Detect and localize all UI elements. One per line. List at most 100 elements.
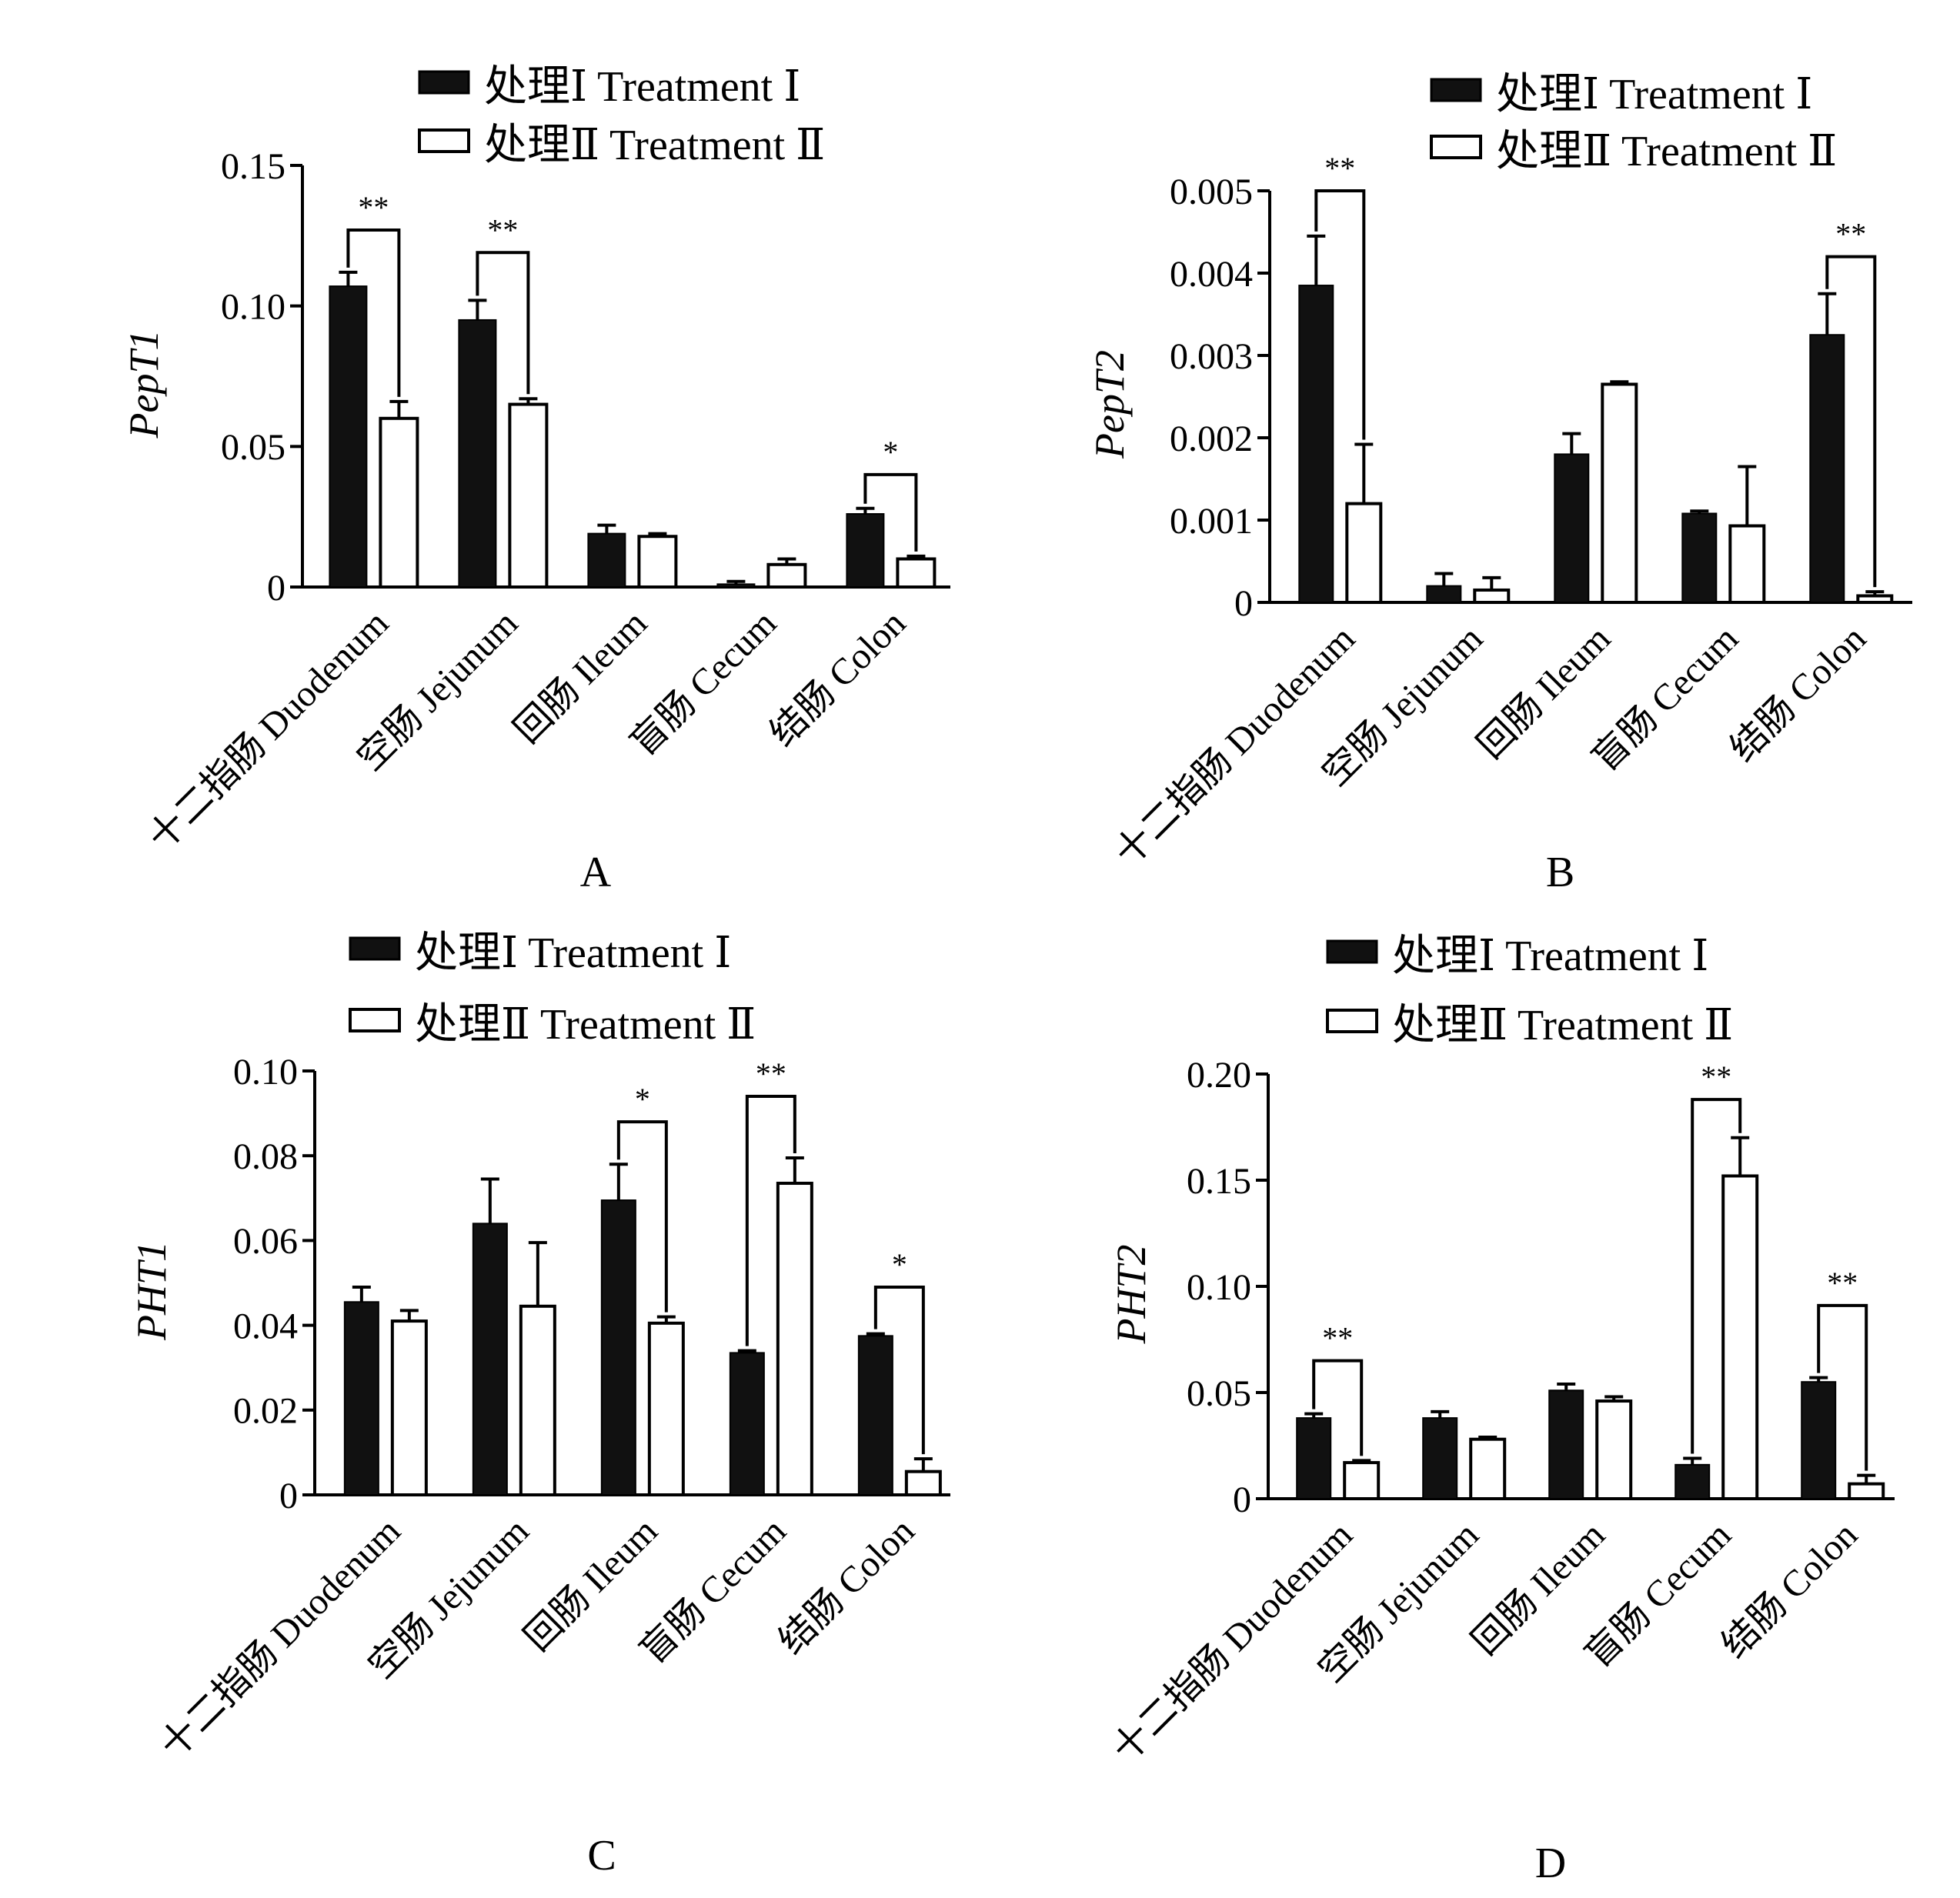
panel-d: 0 0.05 0.10 0.15 0.20 PHT2 处理Ⅰ Treatment Ⅰ 处理Ⅱ … <box>1104 932 1895 1887</box>
y-tick-label: 0.10 <box>233 1052 298 1092</box>
significance-bracket <box>863 472 918 552</box>
legend-swatch-treatment2 <box>1326 1009 1378 1033</box>
bar-treatment1 <box>343 1301 379 1496</box>
significance-bracket <box>616 1120 668 1313</box>
significance-label: * <box>635 1082 650 1116</box>
legend-swatch-treatment1 <box>349 936 401 961</box>
y-tick-label: 0.08 <box>233 1136 298 1177</box>
x-tick-label: 结肠 Colon <box>771 1510 923 1662</box>
bar-treatment2 <box>1595 1399 1633 1501</box>
significance-label: ** <box>756 1056 786 1091</box>
bar-treatment1 <box>1675 1463 1711 1499</box>
y-tick-label: 0 <box>1233 1479 1251 1520</box>
bar-treatment1 <box>1554 453 1590 604</box>
x-tick-label: 十二指肠 Duodenum <box>152 1510 409 1766</box>
bar-treatment2 <box>896 557 937 589</box>
x-tick-label: 十二指肠 Duodenum <box>141 602 397 859</box>
legend-swatch-treatment1 <box>1430 78 1482 102</box>
bar-treatment1 <box>729 1352 765 1496</box>
bar-treatment1 <box>1426 585 1462 603</box>
significance-label: * <box>883 435 898 469</box>
bar-treatment1 <box>458 319 497 588</box>
panel-label: C <box>587 1832 616 1880</box>
bar-treatment2 <box>379 416 419 589</box>
bar-treatment1 <box>846 513 885 588</box>
y-axis-title: PHT2 <box>1108 1244 1154 1344</box>
bar-treatment2 <box>519 1304 556 1497</box>
y-tick-label: 0.10 <box>1187 1267 1251 1308</box>
y-tick-label: 0.05 <box>221 427 285 468</box>
bar-treatment2 <box>1856 594 1894 605</box>
bar-treatment1 <box>600 1199 636 1496</box>
y-tick-label: 0.003 <box>1170 336 1253 377</box>
y-tick-label: 0.15 <box>1187 1161 1251 1202</box>
bar-treatment1 <box>1296 1417 1332 1499</box>
significance-label: ** <box>1835 217 1866 252</box>
y-tick-label: 0.15 <box>221 146 285 187</box>
y-tick-label: 0 <box>1234 583 1253 624</box>
significance-bracket <box>476 251 530 395</box>
y-tick-label: 0.002 <box>1170 419 1253 459</box>
significance-label: ** <box>1322 1321 1353 1356</box>
significance-label: ** <box>358 190 389 225</box>
bar-treatment2 <box>1469 1437 1507 1500</box>
y-tick-label: 0.04 <box>233 1306 298 1346</box>
x-tick-label: 十二指肠 Duodenum <box>1107 618 1364 874</box>
bar-treatment1 <box>1809 334 1845 603</box>
legend-label-treatment2: 处理Ⅱ Treatment Ⅱ <box>484 122 825 169</box>
bar-treatment2 <box>390 1319 428 1496</box>
bar-treatment2 <box>904 1469 942 1496</box>
legend-label-treatment2: 处理Ⅱ Treatment Ⅱ <box>1496 128 1837 175</box>
x-tick-label: 结肠 Colon <box>1714 1514 1865 1666</box>
legend-swatch-treatment1 <box>1326 939 1378 964</box>
panel-label: A <box>580 849 612 896</box>
y-tick-label: 0.05 <box>1187 1373 1251 1414</box>
bar-treatment2 <box>776 1182 813 1496</box>
legend-label-treatment1: 处理Ⅰ Treatment Ⅰ <box>484 63 800 111</box>
panel-b: 0 0.001 0.002 0.003 0.004 0.005 PepT2 处理Ⅰ Treat… <box>1087 71 1912 896</box>
significance-label: * <box>892 1247 907 1282</box>
significance-label: ** <box>1827 1266 1858 1300</box>
x-tick-label: 结肠 Colon <box>1722 618 1874 769</box>
y-tick-label: 0 <box>279 1476 298 1516</box>
bar-treatment2 <box>1473 588 1511 605</box>
legend-label-treatment1: 处理Ⅰ Treatment Ⅰ <box>1392 932 1708 980</box>
bar-treatment2 <box>508 402 549 589</box>
bar-treatment1 <box>716 583 756 589</box>
x-tick-label: 结肠 Colon <box>762 602 913 754</box>
bar-treatment1 <box>1298 285 1334 603</box>
bar-treatment1 <box>587 532 626 588</box>
panel-c: 0 0.02 0.04 0.06 0.08 0.10 PHT1 处理Ⅰ Treatment Ⅰ… <box>129 929 950 1880</box>
y-tick-label: 0.004 <box>1170 254 1253 295</box>
bar-treatment2 <box>1728 524 1766 604</box>
legend-swatch-treatment1 <box>418 70 470 95</box>
legend-label-treatment2: 处理Ⅱ Treatment Ⅱ <box>1392 1002 1733 1049</box>
bar-treatment2 <box>1343 1461 1381 1500</box>
panel-label: D <box>1535 1840 1566 1887</box>
y-tick-label: 0.06 <box>233 1221 298 1262</box>
significance-bracket <box>1312 1359 1364 1456</box>
significance-label: ** <box>1701 1059 1731 1094</box>
y-tick-label: 0.02 <box>233 1391 298 1432</box>
legend-label-treatment1: 处理Ⅰ Treatment Ⅰ <box>415 929 731 977</box>
significance-bracket <box>1314 189 1366 440</box>
significance-bracket <box>1691 1098 1742 1454</box>
legend-label-treatment2: 处理Ⅱ Treatment Ⅱ <box>415 1001 756 1049</box>
legend-swatch-treatment2 <box>1430 135 1482 159</box>
y-tick-label: 0 <box>267 568 285 609</box>
bar-treatment1 <box>329 285 368 588</box>
bar-treatment2 <box>766 562 807 589</box>
significance-bracket <box>1817 1303 1868 1471</box>
y-axis-title: PepT2 <box>1087 350 1133 459</box>
x-tick-label: 十二指肠 Duodenum <box>1104 1514 1361 1770</box>
y-tick-label: 0.001 <box>1170 501 1253 542</box>
panel-label: B <box>1546 849 1574 896</box>
y-axis-title: PHT1 <box>129 1241 175 1341</box>
legend-swatch-treatment2 <box>418 128 470 153</box>
significance-bracket <box>873 1286 925 1455</box>
y-axis-title: PepT1 <box>121 330 167 439</box>
bar-treatment1 <box>1681 512 1718 603</box>
bar-treatment2 <box>1848 1482 1885 1501</box>
bar-treatment1 <box>857 1335 893 1496</box>
